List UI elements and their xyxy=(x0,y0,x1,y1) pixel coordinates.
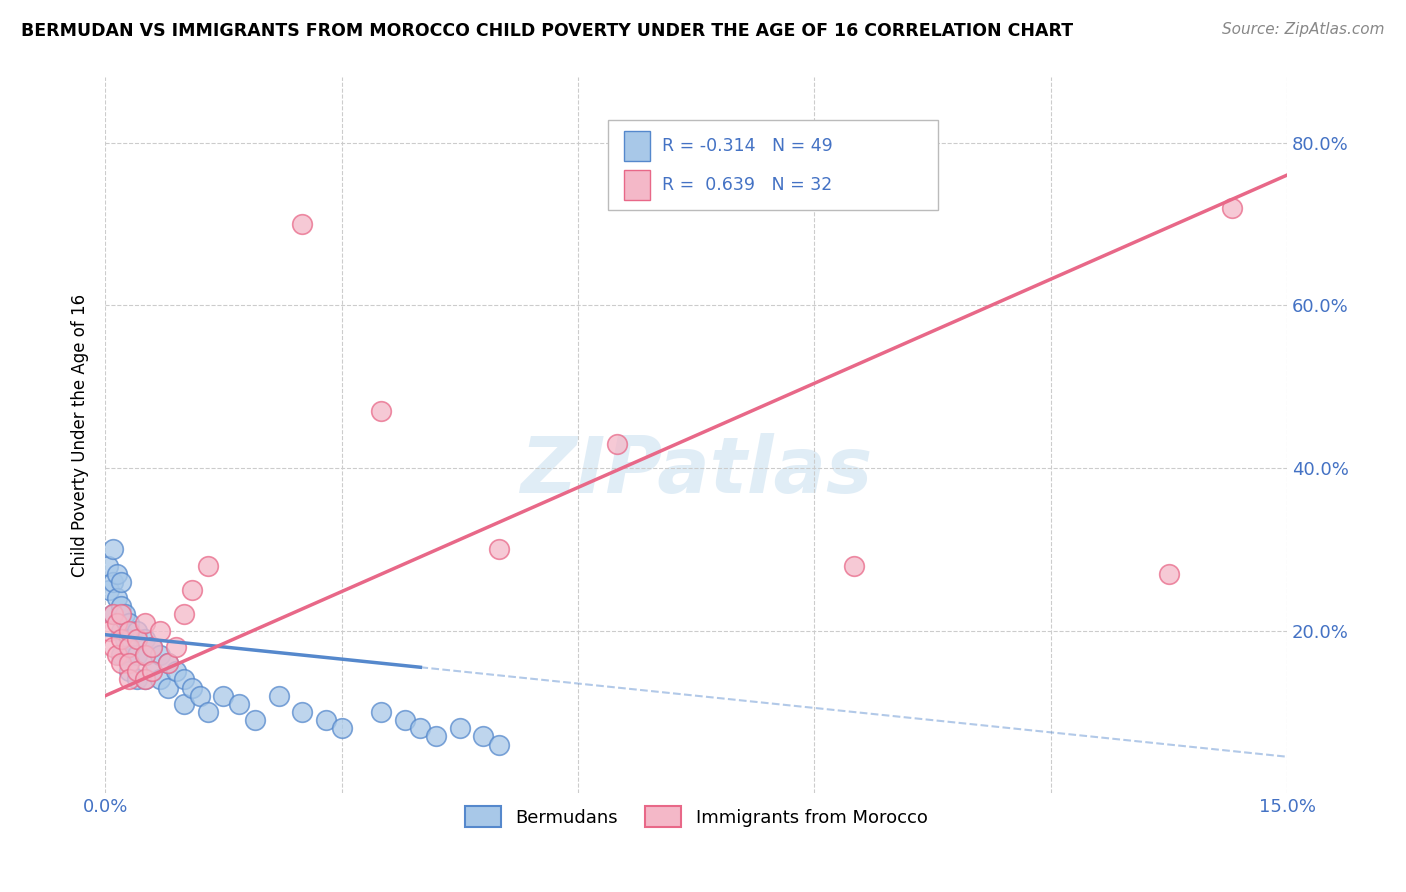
Point xyxy=(165,665,187,679)
Point xyxy=(394,713,416,727)
Point xyxy=(98,624,121,638)
Point xyxy=(1157,566,1180,581)
Point xyxy=(105,648,128,662)
Point xyxy=(118,656,141,670)
Point xyxy=(101,607,124,622)
FancyBboxPatch shape xyxy=(624,131,650,161)
Point xyxy=(212,689,235,703)
Point xyxy=(370,705,392,719)
Text: R = -0.314   N = 49: R = -0.314 N = 49 xyxy=(662,137,832,155)
Point xyxy=(118,632,141,646)
Point xyxy=(125,673,148,687)
Point xyxy=(134,673,156,687)
Point xyxy=(141,665,163,679)
Point xyxy=(110,648,132,662)
Point xyxy=(125,648,148,662)
Point xyxy=(149,624,172,638)
Point xyxy=(141,640,163,654)
Point xyxy=(101,574,124,589)
Point xyxy=(118,624,141,638)
Point xyxy=(149,673,172,687)
Point xyxy=(105,591,128,606)
Point xyxy=(165,640,187,654)
Point xyxy=(114,607,136,622)
Point xyxy=(188,689,211,703)
Point xyxy=(118,615,141,630)
Point xyxy=(472,730,495,744)
Point xyxy=(267,689,290,703)
Point xyxy=(118,648,141,662)
Text: Source: ZipAtlas.com: Source: ZipAtlas.com xyxy=(1222,22,1385,37)
Point xyxy=(134,673,156,687)
Point xyxy=(114,632,136,646)
Point xyxy=(157,656,180,670)
Point xyxy=(110,599,132,614)
Point xyxy=(125,632,148,646)
Point xyxy=(606,436,628,450)
Point xyxy=(118,665,141,679)
Text: R =  0.639   N = 32: R = 0.639 N = 32 xyxy=(662,176,832,194)
Point xyxy=(105,566,128,581)
Legend: Bermudans, Immigrants from Morocco: Bermudans, Immigrants from Morocco xyxy=(457,799,935,834)
Point xyxy=(291,705,314,719)
Point xyxy=(141,640,163,654)
Point xyxy=(157,681,180,695)
Point xyxy=(125,665,148,679)
Point xyxy=(118,673,141,687)
Point xyxy=(425,730,447,744)
Point xyxy=(141,665,163,679)
Point xyxy=(125,624,148,638)
Point xyxy=(110,624,132,638)
Point xyxy=(101,607,124,622)
Point xyxy=(180,681,202,695)
Point xyxy=(173,607,195,622)
Point xyxy=(330,721,353,735)
Point xyxy=(173,697,195,711)
Point xyxy=(409,721,432,735)
Point xyxy=(197,705,219,719)
Point xyxy=(1220,201,1243,215)
Point xyxy=(134,648,156,662)
Y-axis label: Child Poverty Under the Age of 16: Child Poverty Under the Age of 16 xyxy=(72,293,89,577)
Point xyxy=(449,721,471,735)
Point xyxy=(134,632,156,646)
FancyBboxPatch shape xyxy=(624,169,650,200)
Point xyxy=(315,713,337,727)
Text: ZIPatlas: ZIPatlas xyxy=(520,434,872,509)
Point xyxy=(98,582,121,597)
Point xyxy=(105,615,128,630)
Point xyxy=(149,648,172,662)
Point xyxy=(118,640,141,654)
Point xyxy=(243,713,266,727)
Point xyxy=(101,542,124,557)
Point xyxy=(228,697,250,711)
Point xyxy=(110,656,132,670)
Text: BERMUDAN VS IMMIGRANTS FROM MOROCCO CHILD POVERTY UNDER THE AGE OF 16 CORRELATIO: BERMUDAN VS IMMIGRANTS FROM MOROCCO CHIL… xyxy=(21,22,1073,40)
Point xyxy=(110,632,132,646)
Point xyxy=(173,673,195,687)
Point xyxy=(110,574,132,589)
FancyBboxPatch shape xyxy=(607,120,938,210)
Point xyxy=(291,217,314,231)
Point xyxy=(134,648,156,662)
Point xyxy=(488,738,510,752)
Point xyxy=(370,404,392,418)
Point xyxy=(197,558,219,573)
Point xyxy=(180,582,202,597)
Point xyxy=(488,542,510,557)
Point xyxy=(842,558,865,573)
Point xyxy=(157,656,180,670)
Point xyxy=(134,615,156,630)
Point xyxy=(110,607,132,622)
Point xyxy=(97,558,120,573)
Point xyxy=(101,640,124,654)
